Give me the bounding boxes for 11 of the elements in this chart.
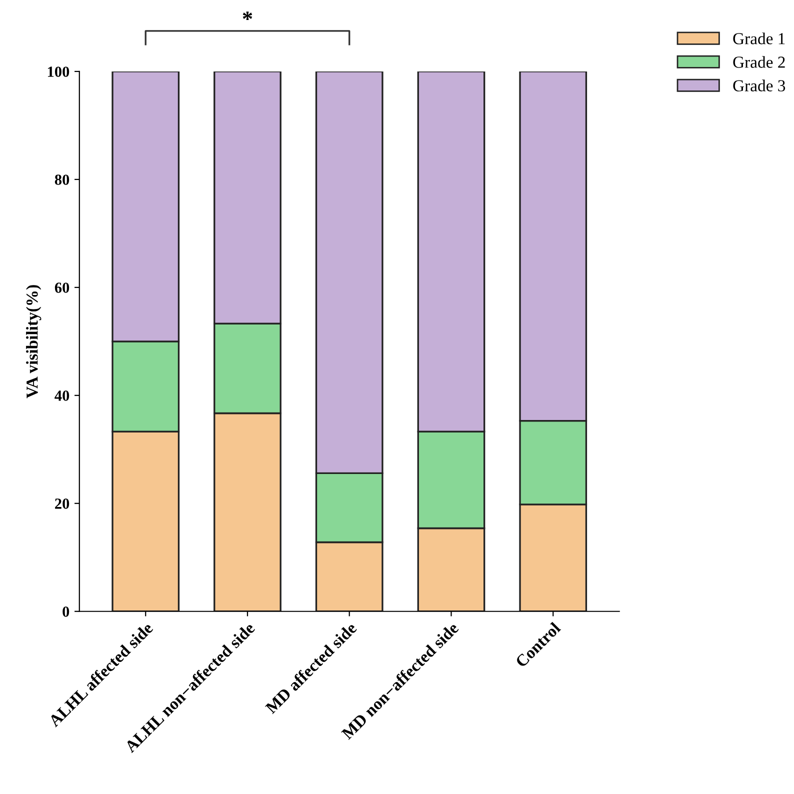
legend-label: Grade 1 (733, 32, 785, 44)
legend-label: Grade 3 (733, 80, 786, 92)
y-tick-label: 0 (62, 606, 70, 617)
y-axis-title: VA visibility(%) (26, 285, 42, 398)
legend-label: Grade 2 (733, 56, 785, 68)
text: * (242, 12, 252, 20)
y-tick-label: 60 (54, 282, 70, 293)
y-tick-label: 40 (54, 390, 70, 401)
y-tick-label: 80 (54, 174, 70, 185)
y-tick-label: 20 (55, 498, 70, 509)
y-tick-label: 100 (48, 66, 70, 77)
